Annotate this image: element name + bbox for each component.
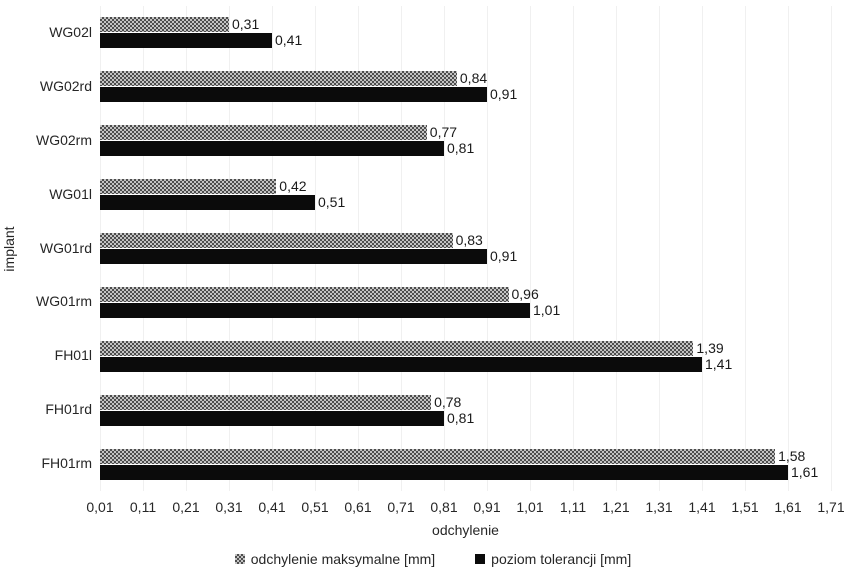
bar-poziom-tolerancji-FH01rd — [100, 410, 444, 426]
x-tick-label: 1,21 — [602, 499, 630, 515]
bar-poziom-tolerancji-FH01rm — [100, 464, 788, 480]
x-tick-label: 1,51 — [731, 499, 759, 515]
bar-value-label: 0,84 — [459, 70, 488, 87]
bar-poziom-tolerancji-WG01rd — [100, 249, 487, 264]
bar-odchylenie-maksymalne-FH01rd — [100, 394, 432, 410]
legend-entry-odchylenie-maksymalne: odchylenie maksymalne [mm] — [234, 551, 436, 567]
gridline — [272, 6, 273, 491]
category-label-FH01rm: FH01rm — [41, 455, 92, 472]
x-tick-label: 0,81 — [430, 499, 458, 515]
bar-odchylenie-maksymalne-WG02rm — [100, 125, 427, 141]
category-label-FH01rd: FH01rd — [45, 401, 92, 418]
bar-poziom-tolerancji-FH01l — [100, 356, 702, 372]
gridline — [487, 6, 488, 491]
bar-value-label: 0,91 — [490, 248, 518, 264]
x-tick-label: 1,61 — [774, 499, 802, 515]
x-tick-label: 0,31 — [215, 499, 243, 515]
gridline — [315, 6, 316, 491]
bar-value-label: 0,81 — [447, 140, 475, 157]
legend-label: poziom tolerancji [mm] — [491, 551, 632, 567]
x-tick-label: 1,11 — [559, 499, 587, 515]
x-tick-label: 0,21 — [172, 499, 200, 515]
bar-value-label: 0,31 — [232, 16, 260, 33]
bar-value-label: 0,42 — [279, 178, 307, 195]
bar-value-label: 1,39 — [696, 339, 724, 356]
legend-label: odchylenie maksymalne [mm] — [250, 551, 436, 567]
bar-value-label: 0,81 — [447, 409, 475, 426]
x-tick-label: 1,01 — [516, 499, 544, 515]
bar-poziom-tolerancji-WG01rm — [100, 302, 530, 318]
x-tick-label: 0,11 — [129, 499, 157, 515]
gridline — [530, 6, 531, 491]
gridline — [358, 6, 359, 491]
gridline — [659, 6, 660, 491]
gridline — [616, 6, 617, 491]
bar-value-label: 0,51 — [318, 194, 346, 211]
bar-value-label: 1,41 — [705, 355, 733, 372]
x-tick-label: 0,51 — [301, 499, 329, 515]
gridline — [100, 6, 101, 491]
bar-odchylenie-maksymalne-WG01l — [100, 179, 277, 195]
plot-area: 0,31 0,41 0,84 0,91 0,77 0,81 0,42 0,51 0,83 0,91… — [100, 6, 832, 491]
bar-poziom-tolerancji-WG02rd — [100, 87, 487, 103]
x-tick-label: 1,31 — [645, 499, 673, 515]
x-tick-label: 0,41 — [258, 499, 286, 515]
bar-value-label: 0,96 — [511, 285, 539, 302]
bar-odchylenie-maksymalne-FH01rm — [100, 448, 776, 464]
x-tick-label: 0,61 — [344, 499, 372, 515]
bar-value-label: 0,91 — [490, 86, 518, 103]
bar-odchylenie-maksymalne-FH01l — [100, 340, 694, 356]
x-tick-label: 0,91 — [473, 499, 501, 515]
gridline — [229, 6, 230, 491]
gridline — [444, 6, 445, 491]
category-label-WG01rd: WG01rd — [39, 239, 92, 256]
bar-value-label: 0,83 — [455, 232, 483, 248]
bar-value-label: 0,41 — [275, 32, 303, 49]
legend-marker-checker-icon — [234, 554, 245, 564]
bar-value-label: 1,01 — [533, 301, 561, 318]
gridline — [573, 6, 574, 491]
gridline — [831, 6, 832, 491]
legend-entry-poziom-tolerancji: poziom tolerancji [mm] — [475, 551, 631, 567]
gridline — [702, 6, 703, 491]
bar-odchylenie-maksymalne-WG01rd — [100, 233, 453, 248]
category-label-WG02rm: WG02rm — [36, 131, 92, 148]
gridline — [745, 6, 746, 491]
legend: odchylenie maksymalne [mm] poziom toleran… — [0, 551, 866, 567]
gridline — [401, 6, 402, 491]
bar-poziom-tolerancji-WG02rm — [100, 141, 444, 157]
legend-marker-solid-icon — [475, 554, 486, 564]
gridline — [788, 6, 789, 491]
category-label-WG01rm: WG01rm — [36, 293, 92, 310]
gridline — [143, 6, 144, 491]
category-label-WG02l: WG02l — [49, 24, 92, 40]
gridline — [186, 6, 187, 491]
x-tick-label: 0,71 — [387, 499, 415, 515]
x-axis-title: odchylenie — [432, 522, 499, 538]
bar-value-label: 0,78 — [434, 393, 462, 410]
bar-poziom-tolerancji-WG01l — [100, 195, 315, 211]
bar-poziom-tolerancji-WG02l — [100, 33, 272, 49]
bar-odchylenie-maksymalne-WG02l — [100, 17, 229, 33]
bar-value-label: 1,58 — [778, 447, 806, 464]
bar-odchylenie-maksymalne-WG01rm — [100, 286, 509, 302]
category-label-WG01l: WG01l — [49, 185, 92, 202]
bar-odchylenie-maksymalne-WG02rd — [100, 71, 457, 87]
category-label-WG02rd: WG02rd — [39, 77, 92, 94]
bar-value-label: 1,61 — [791, 463, 819, 480]
x-tick-label: 0,01 — [86, 499, 114, 515]
x-tick-label: 1,41 — [688, 499, 716, 515]
x-tick-label: 1,71 — [817, 499, 845, 515]
bar-value-label: 0,77 — [429, 124, 458, 141]
category-label-FH01l: FH01l — [54, 347, 92, 364]
